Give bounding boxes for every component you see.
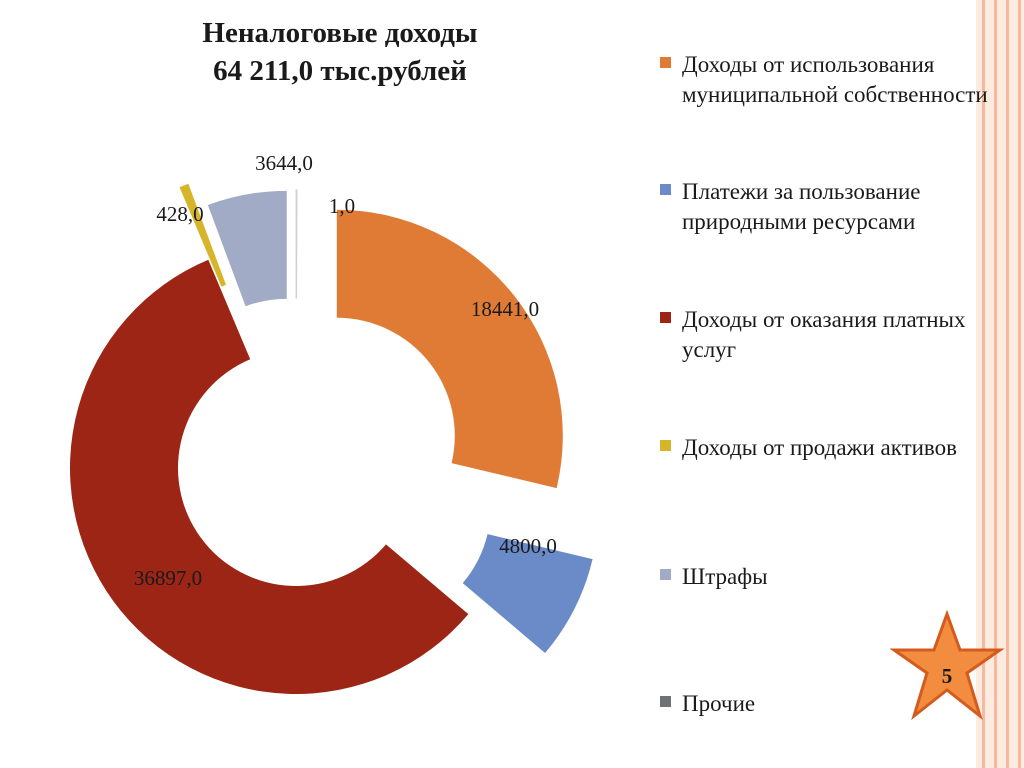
donut-slice [179, 183, 227, 287]
page-number: 5 [942, 664, 953, 688]
legend-label: Платежи за пользование природными ресурс… [682, 179, 921, 234]
legend-label: Доходы от продажи активов [682, 435, 957, 460]
decorative-stripes [976, 0, 1024, 768]
legend-swatch [660, 57, 671, 68]
donut-slice [336, 209, 563, 489]
page-number-star-icon: 5 [890, 610, 1004, 721]
star-shape [890, 610, 1004, 721]
legend-label: Доходы от оказания платных услуг [682, 307, 966, 362]
legend-swatch [660, 696, 671, 707]
title-line-2: 64 211,0 тыс.рублей [213, 55, 467, 87]
legend-label: Прочие [682, 691, 756, 716]
title-line-1: Неналоговые доходы [202, 17, 478, 49]
data-label: 36897,0 [134, 566, 202, 590]
donut-slice [295, 189, 298, 299]
data-label: 1,0 [329, 194, 355, 218]
legend-label: Штрафы [682, 564, 768, 589]
stripe [1018, 0, 1021, 768]
data-label: 18441,0 [471, 297, 539, 321]
stripe [994, 0, 997, 768]
stripe [982, 0, 985, 768]
legend-label: Доходы от использования муниципальной со… [682, 52, 988, 107]
donut-slice [70, 259, 469, 694]
legend-swatch [660, 440, 671, 451]
donut-slice [462, 534, 593, 654]
donut-slice [207, 190, 287, 307]
legend-swatch [660, 184, 671, 195]
legend-swatch [660, 569, 671, 580]
legend-swatch [660, 312, 671, 323]
donut-chart: 18441,0 4800,0 36897,0 428,0 3644,0 1,0 [70, 151, 593, 694]
chart-title: Неналоговые доходы 64 211,0 тыс.рублей [140, 14, 540, 90]
data-label: 3644,0 [255, 151, 313, 175]
stripe [1006, 0, 1009, 768]
data-label: 428,0 [156, 202, 203, 226]
data-label: 4800,0 [499, 534, 557, 558]
